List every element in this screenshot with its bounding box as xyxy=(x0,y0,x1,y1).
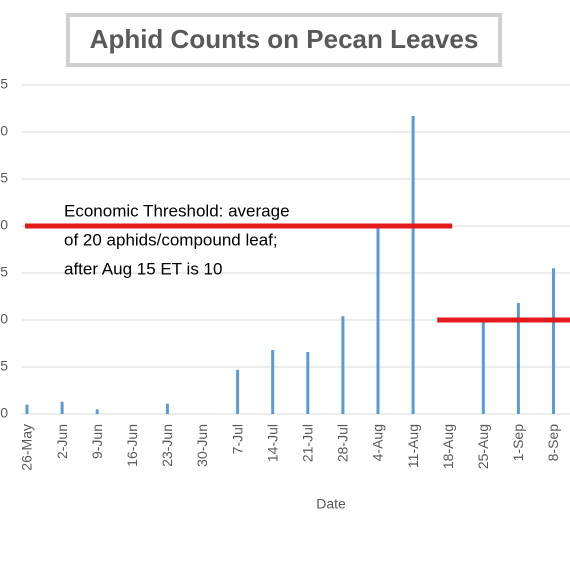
x-tick-label: 1-Sep xyxy=(510,424,526,462)
bar xyxy=(376,227,380,414)
bar xyxy=(165,403,169,414)
annotation-line: Economic Threshold: average xyxy=(64,201,290,220)
bar xyxy=(95,409,99,414)
bar xyxy=(411,116,415,415)
annotation-line: after Aug 15 ET is 10 xyxy=(64,259,222,278)
x-tick-label: 26-May xyxy=(19,424,35,471)
y-tick-label: 20 xyxy=(0,217,8,233)
title-box xyxy=(66,13,502,67)
x-tick-label: 28-Jul xyxy=(335,424,351,462)
x-tick-label: 21-Jul xyxy=(300,424,316,462)
bar xyxy=(516,303,520,414)
y-tick-label: 30 xyxy=(0,123,8,139)
chart-title: Aphid Counts on Pecan Leaves xyxy=(90,24,479,54)
x-tick-label: 8-Sep xyxy=(545,424,561,462)
bar xyxy=(60,401,64,414)
bar xyxy=(552,268,555,414)
bar xyxy=(25,404,29,414)
y-tick-label: 15 xyxy=(0,264,8,280)
y-tick-label: 0 xyxy=(0,405,8,421)
x-tick-label: 30-Jun xyxy=(194,424,210,467)
annotation-line: of 20 aphids/compound leaf; xyxy=(64,230,278,249)
x-tick-label: 11-Aug xyxy=(405,424,421,468)
x-tick-label: 14-Jul xyxy=(264,424,280,462)
x-axis-title: Date xyxy=(316,496,346,512)
x-tick-label: 2-Jun xyxy=(54,424,70,459)
x-tick-label: 25-Aug xyxy=(475,424,491,469)
y-tick-label: 35 xyxy=(0,76,8,92)
y-tick-label: 25 xyxy=(0,170,8,186)
x-tick-label: 7-Jul xyxy=(229,424,245,454)
bar xyxy=(306,351,310,414)
bar xyxy=(481,320,485,414)
y-tick-label: 10 xyxy=(0,311,8,327)
x-tick-label: 9-Jun xyxy=(89,424,105,459)
bar xyxy=(341,316,345,414)
bar xyxy=(271,350,275,414)
x-tick-label: 23-Jun xyxy=(159,424,175,467)
x-tick-label: 16-Jun xyxy=(124,424,140,467)
x-tick-label: 4-Aug xyxy=(370,424,386,461)
y-tick-label: 5 xyxy=(0,358,8,374)
bar xyxy=(236,369,240,414)
x-tick-label: 18-Aug xyxy=(440,424,456,469)
